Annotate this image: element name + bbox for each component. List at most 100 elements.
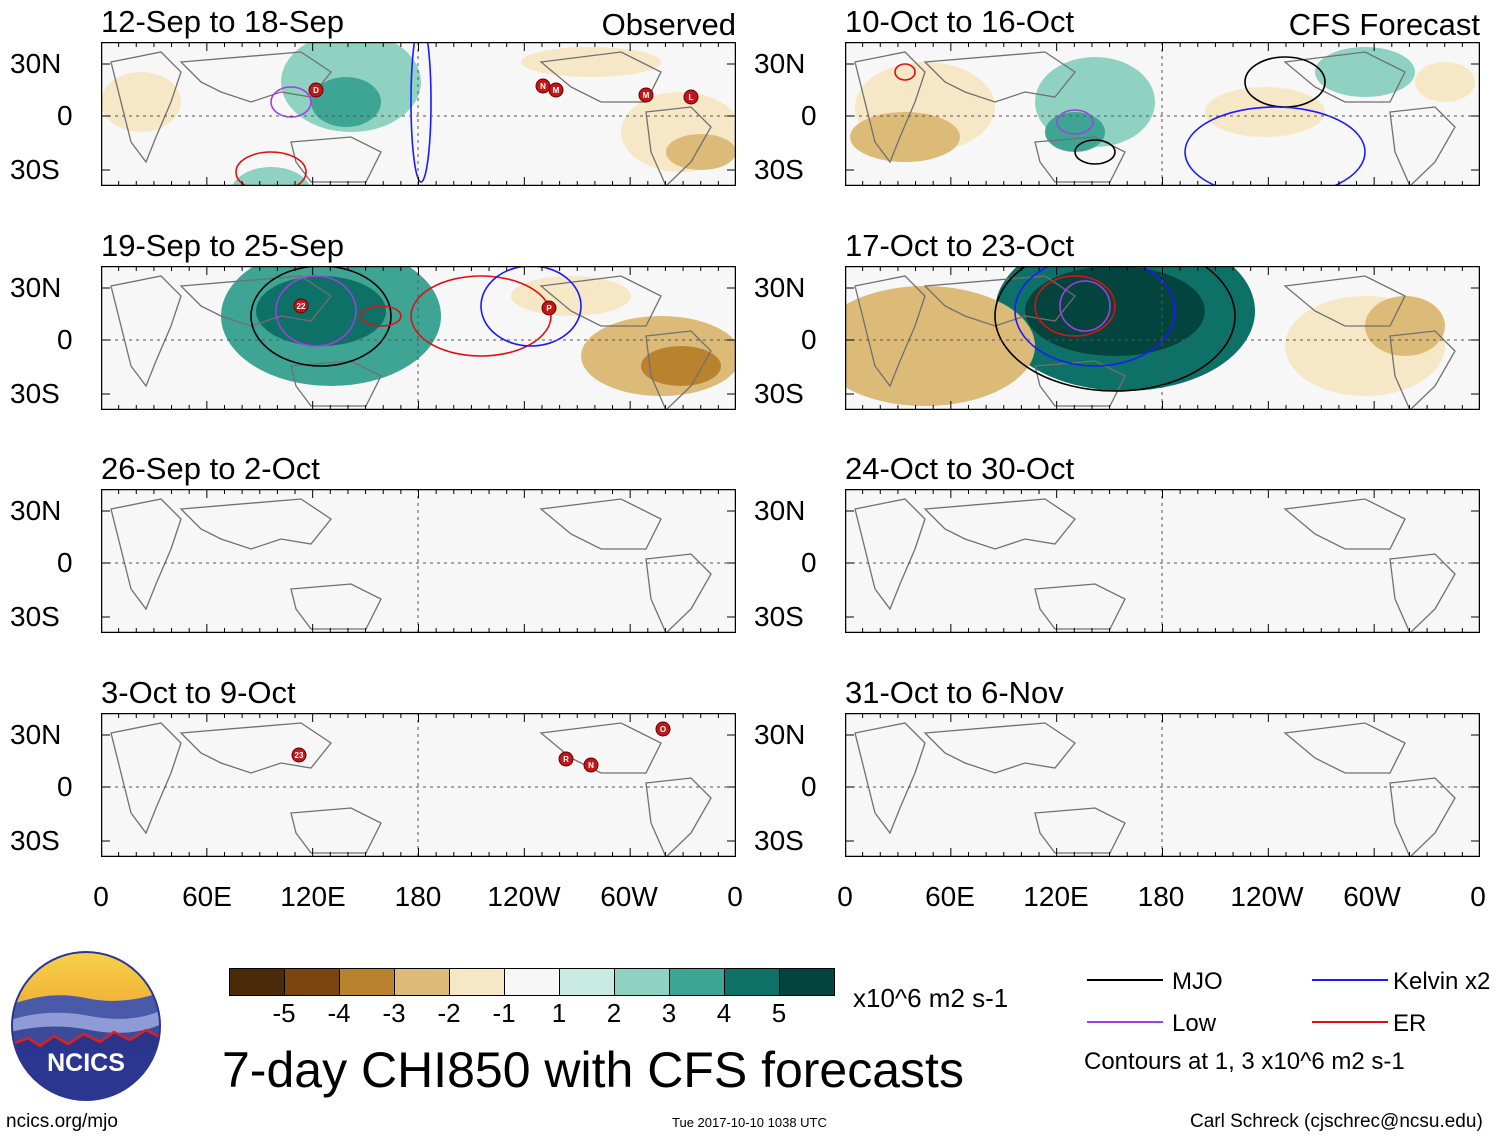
anomaly-field xyxy=(1045,112,1105,152)
svg-text:P: P xyxy=(546,304,552,313)
anomaly-field xyxy=(845,286,1035,406)
anomaly-field xyxy=(666,134,736,170)
lon-label: 0 xyxy=(837,881,853,912)
svg-text:22: 22 xyxy=(297,302,306,311)
ncics-logo: NCICS xyxy=(10,950,162,1102)
colorbar-tick: 1 xyxy=(551,998,567,1028)
forecast-label: CFS Forecast xyxy=(1288,7,1480,42)
lon-label: 180 xyxy=(394,881,442,912)
er-contour xyxy=(1034,275,1116,337)
lon-label: 60E xyxy=(925,881,975,912)
lat-label: 0 xyxy=(801,771,817,802)
lat-label: 30S xyxy=(754,825,804,856)
map-panel xyxy=(845,713,1480,857)
anomaly-field xyxy=(1315,47,1415,97)
kelvin-contour xyxy=(1184,106,1366,186)
contours-note: Contours at 1, 3 x10^6 m2 s-1 xyxy=(1084,1048,1405,1075)
lat-label: 0 xyxy=(57,324,73,355)
svg-text:N: N xyxy=(588,761,594,770)
colorbar-tick: -1 xyxy=(492,998,516,1028)
lat-label: 30N xyxy=(754,719,806,750)
lat-label: 30S xyxy=(10,601,60,632)
lat-label: 30S xyxy=(754,601,804,632)
colorbar-tick: -2 xyxy=(437,998,461,1028)
lon-label: 0 xyxy=(93,881,109,912)
logo-text: NCICS xyxy=(47,1049,125,1077)
colorbar-swatch xyxy=(229,968,285,996)
anomaly-field xyxy=(850,112,960,162)
storm-marker: O xyxy=(655,721,671,737)
panel-period: 17-Oct to 23-Oct xyxy=(845,228,1075,263)
lat-label: 0 xyxy=(57,547,73,578)
lat-label: 30N xyxy=(754,272,806,303)
lat-label: 30N xyxy=(754,495,806,526)
panel-period: 24-Oct to 30-Oct xyxy=(845,451,1075,486)
svg-text:M: M xyxy=(643,91,650,100)
lon-label: 120W xyxy=(1230,881,1304,912)
lat-label: 30S xyxy=(10,154,60,185)
footer-url[interactable]: ncics.org/mjo xyxy=(6,1111,118,1132)
panel-period: 19-Sep to 25-Sep xyxy=(101,228,345,263)
colorbar-swatch xyxy=(504,968,560,996)
colorbar-tick: -4 xyxy=(327,998,351,1028)
lat-label: 30S xyxy=(754,154,804,185)
colorbar-swatch xyxy=(284,968,340,996)
mjo-contour xyxy=(994,266,1236,392)
lat-label: 0 xyxy=(57,100,73,131)
svg-text:N: N xyxy=(540,82,546,91)
low-contour xyxy=(270,86,312,118)
coastline xyxy=(110,498,712,633)
lat-label: 0 xyxy=(57,771,73,802)
lat-label: 30N xyxy=(10,495,62,526)
main-title: 7-day CHI850 with CFS forecasts xyxy=(222,1042,964,1098)
panel-period: 26-Sep to 2-Oct xyxy=(101,451,320,486)
storm-marker: L xyxy=(683,89,699,105)
lat-label: 30N xyxy=(10,48,62,79)
svg-text:M: M xyxy=(553,86,560,95)
map-panel xyxy=(845,42,1480,186)
colorbar-swatch xyxy=(614,968,670,996)
coastline xyxy=(854,722,1456,857)
anomaly-field xyxy=(641,346,721,386)
svg-text:O: O xyxy=(660,725,666,734)
lat-label: 30N xyxy=(10,272,62,303)
colorbar-tick: 3 xyxy=(661,998,677,1028)
lat-label: 30N xyxy=(754,48,806,79)
map-panel xyxy=(845,489,1480,633)
storm-marker: 23 xyxy=(291,747,307,763)
colorbar-tick: -3 xyxy=(382,998,406,1028)
colorbar-swatch xyxy=(669,968,725,996)
colorbar-tick: 4 xyxy=(716,998,732,1028)
anomaly-field xyxy=(1205,87,1325,137)
storm-marker: N xyxy=(535,78,551,94)
footer-timestamp: Tue 2017-10-10 1038 UTC xyxy=(672,1115,827,1130)
map-panel xyxy=(101,489,736,633)
lat-label: 0 xyxy=(801,100,817,131)
colorbar-tick: 5 xyxy=(771,998,787,1028)
anomaly-field xyxy=(256,276,386,346)
svg-text:23: 23 xyxy=(295,751,304,760)
colorbar xyxy=(229,968,835,996)
storm-marker: 22 xyxy=(293,298,309,314)
legend-er: ER xyxy=(1393,1010,1427,1037)
storm-marker: M xyxy=(638,87,654,103)
lat-label: 30S xyxy=(10,825,60,856)
legend-mjo: MJO xyxy=(1172,968,1223,995)
panel-period: 10-Oct to 16-Oct xyxy=(845,4,1075,39)
storm-marker: N xyxy=(583,757,599,773)
footer-author[interactable]: Carl Schreck (cjschrec@ncsu.edu) xyxy=(1190,1111,1483,1132)
kelvin-contour xyxy=(1014,266,1176,367)
panel-period: 3-Oct to 9-Oct xyxy=(101,675,296,710)
svg-text:D: D xyxy=(313,86,319,95)
low-contour xyxy=(1059,280,1111,332)
kelvin-contour xyxy=(480,266,582,347)
colorbar-tick: -5 xyxy=(272,998,296,1028)
colorbar-swatch xyxy=(339,968,395,996)
lon-label: 120E xyxy=(280,881,346,912)
panel-period: 31-Oct to 6-Nov xyxy=(845,675,1064,710)
storm-marker: P xyxy=(541,300,557,316)
low-contour xyxy=(1056,109,1094,135)
lon-label: 60E xyxy=(182,881,232,912)
observed-label: Observed xyxy=(601,7,736,42)
colorbar-swatch xyxy=(779,968,835,996)
